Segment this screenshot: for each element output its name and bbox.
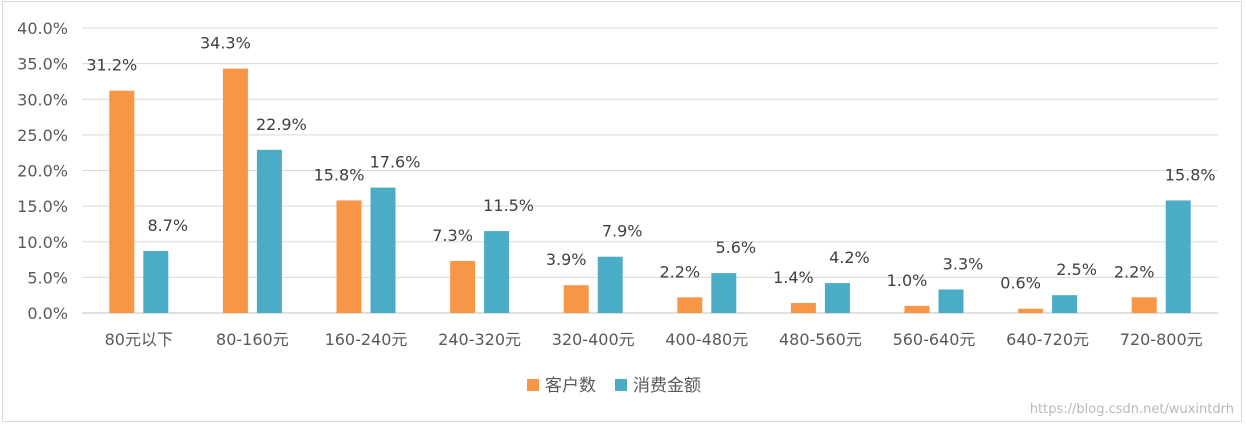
data-labels: 31.2% 8.7% 34.3% 22.9% 15.8% 17.6% 7.3% 11.5% 3.…: [86, 34, 1215, 293]
legend-swatch: [615, 379, 627, 391]
bar-customers: [1131, 297, 1157, 313]
bar-customers: [677, 297, 703, 313]
bar-customers: [450, 260, 476, 313]
bars: [109, 68, 1191, 313]
x-tick-label: 160-240元: [325, 330, 408, 349]
watermark-text: https://blog.csdn.net/wuxintdrh: [1029, 402, 1234, 417]
grid-lines: [82, 27, 1218, 314]
bar-spending: [711, 273, 737, 313]
data-label: 17.6%: [370, 153, 421, 172]
bar-spending: [938, 289, 964, 313]
bar-customers: [336, 200, 362, 313]
data-label: 34.3%: [200, 34, 251, 53]
data-label: 1.4%: [773, 268, 814, 287]
data-label: 8.7%: [147, 216, 188, 235]
x-tick-label: 320-400元: [552, 330, 635, 349]
y-tick-label: 0.0%: [27, 304, 68, 323]
legend: 客户数 消费金额: [527, 376, 701, 396]
bar-spending: [143, 251, 169, 313]
y-tick-label: 30.0%: [17, 90, 68, 109]
x-tick-label: 240-320元: [438, 330, 521, 349]
x-tick-label: 480-560元: [779, 330, 862, 349]
data-label: 11.5%: [483, 196, 534, 215]
bar-customers: [222, 68, 248, 313]
data-label: 2.5%: [1056, 260, 1097, 279]
x-tick-label: 640-720元: [1006, 330, 1089, 349]
y-axis-ticks: 0.0% 5.0% 10.0% 15.0% 20.0% 25.0% 30.0% 35.0% 40…: [17, 19, 68, 323]
data-label: 7.3%: [432, 226, 473, 245]
data-label: 22.9%: [256, 115, 307, 134]
x-tick-label: 80元以下: [105, 330, 173, 349]
bar-spending: [1052, 295, 1078, 313]
y-tick-label: 15.0%: [17, 197, 68, 216]
data-label: 3.9%: [546, 250, 587, 269]
data-label: 1.0%: [887, 271, 928, 290]
x-tick-label: 400-480元: [665, 330, 748, 349]
x-tick-label: 720-800元: [1120, 330, 1203, 349]
y-tick-label: 25.0%: [17, 126, 68, 145]
y-tick-label: 35.0%: [17, 55, 68, 74]
y-tick-label: 20.0%: [17, 162, 68, 181]
bar-customers: [109, 90, 135, 313]
data-label: 5.6%: [715, 238, 756, 257]
legend-swatch: [527, 379, 539, 391]
bar-spending: [824, 283, 850, 313]
x-tick-label: 80-160元: [216, 330, 289, 349]
legend-label: 客户数: [545, 376, 596, 396]
y-tick-label: 40.0%: [17, 19, 68, 38]
bar-spending: [597, 256, 623, 313]
bar-spending: [1165, 200, 1191, 313]
bar-spending: [370, 187, 396, 313]
bar-customers: [1018, 308, 1044, 313]
data-label: 3.3%: [943, 254, 984, 273]
x-axis-ticks: 80元以下 80-160元 160-240元 240-320元 320-400元 400-…: [105, 330, 1203, 349]
x-tick-label: 560-640元: [893, 330, 976, 349]
bar-customers: [790, 303, 816, 313]
y-tick-label: 5.0%: [27, 268, 68, 287]
data-label: 31.2%: [86, 56, 137, 75]
data-label: 0.6%: [1000, 274, 1041, 293]
bar-spending: [484, 231, 510, 313]
data-label: 15.8%: [1165, 165, 1216, 184]
y-tick-label: 10.0%: [17, 233, 68, 252]
bar-spending: [256, 149, 282, 313]
data-label: 4.2%: [829, 248, 870, 267]
legend-label: 消费金额: [633, 376, 701, 396]
data-label: 15.8%: [314, 165, 365, 184]
bar-customers: [563, 285, 589, 313]
data-label: 2.2%: [659, 262, 700, 281]
data-label: 2.2%: [1114, 262, 1155, 281]
bar-customers: [904, 305, 930, 313]
data-label: 7.9%: [602, 222, 643, 241]
